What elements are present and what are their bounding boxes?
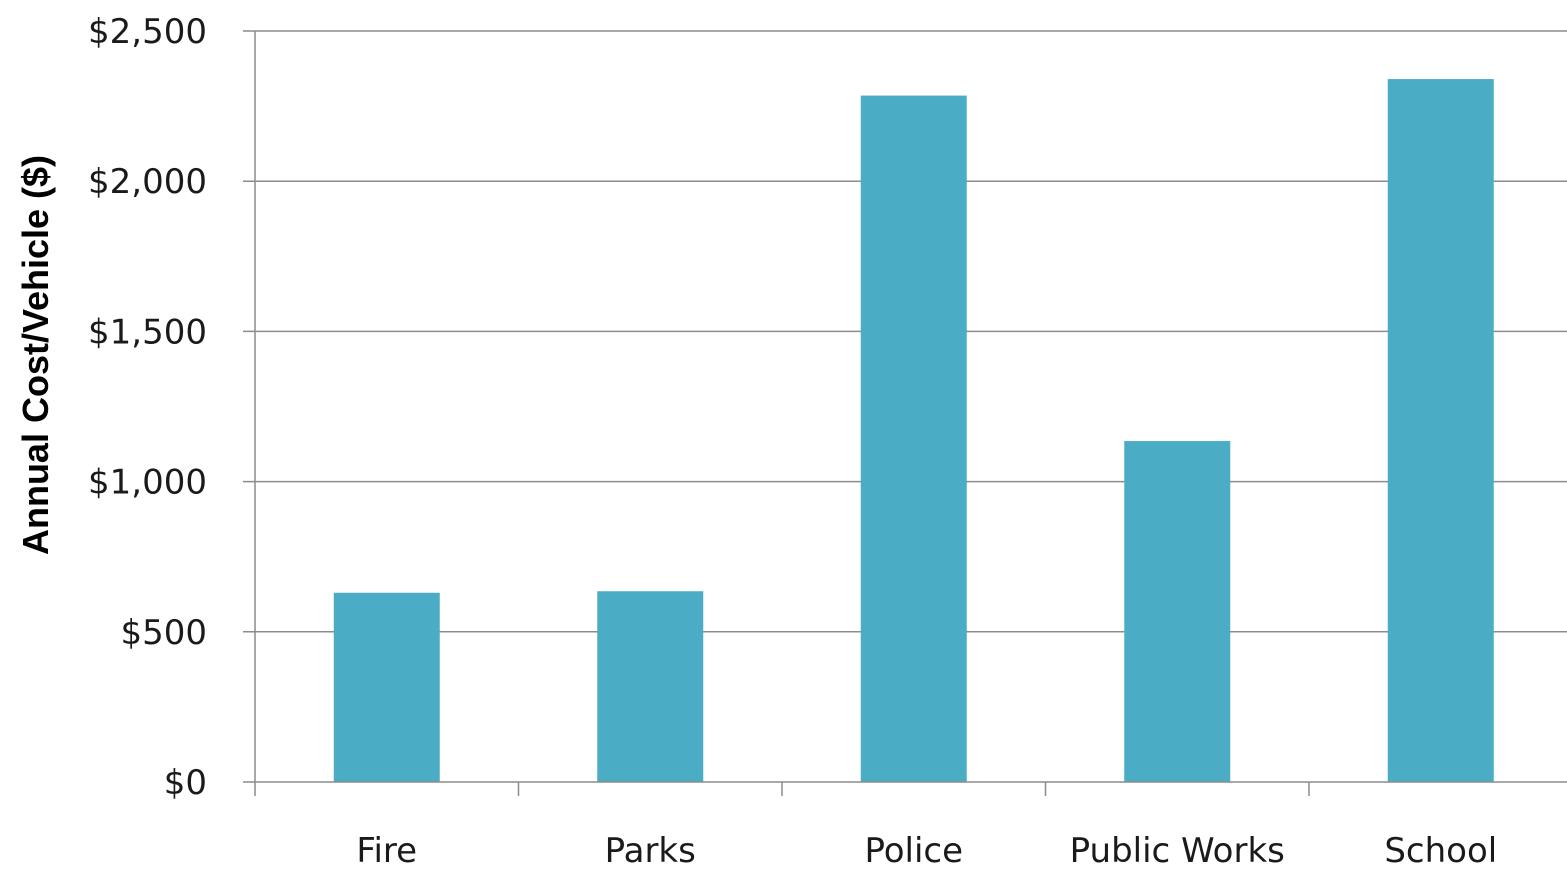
x-tick-labels: Fire Parks Police Public Works School (356, 831, 1497, 871)
bar-police (860, 95, 967, 782)
y-tick-label: $500 (120, 613, 207, 653)
x-tick-label: Fire (356, 831, 417, 869)
bar-fire (333, 592, 440, 782)
y-tick-label: $0 (164, 763, 207, 803)
axes (243, 31, 1567, 796)
y-tick-label: $2,500 (88, 12, 207, 52)
bars (333, 79, 1494, 782)
y-tick-label: $1,000 (88, 463, 207, 503)
bar-school (1387, 79, 1494, 782)
bar-parks (597, 591, 704, 782)
y-tick-label: $1,500 (88, 312, 207, 352)
y-tick-labels: $0 $500 $1,000 $1,500 $2,000 $2,500 (88, 12, 207, 803)
bar-public-works (1124, 441, 1231, 782)
y-tick-label: $2,000 (88, 162, 207, 202)
x-tick-label: Parks (605, 831, 696, 869)
x-tick-label: Police (864, 831, 963, 869)
x-tick-label: Public Works (1070, 831, 1285, 869)
y-axis-title: Annual Cost/Vehicle ($) (15, 155, 56, 555)
x-tick-label: School (1384, 831, 1497, 869)
